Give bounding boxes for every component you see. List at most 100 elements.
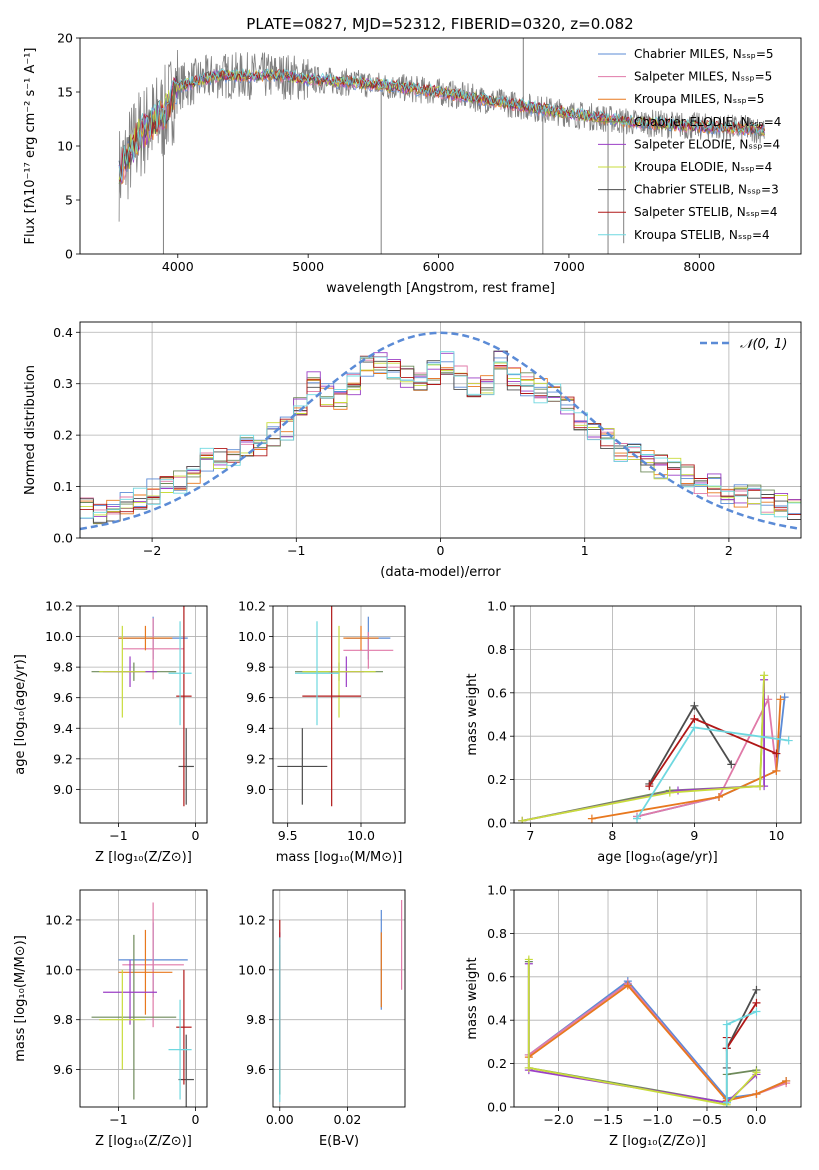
x-tick-label: 0 [191,1112,199,1127]
y-tick-label: 1.0 [487,883,507,898]
mass-weight-marker [633,814,641,823]
y-tick-label: 10.0 [238,629,266,644]
y-tick-label: 10.0 [238,962,266,977]
mass-weight-line-4 [522,675,765,822]
x-tick-label: 0.00 [266,1112,294,1127]
y-tick-label: 10.2 [45,912,73,927]
massweight-vs-age-panel: 7 8 9 10 0.0 0.2 0.4 0.6 0.8 1.0 age [log₁₀(age/yr… [465,599,802,865]
x-tick-label: −0.5 [692,1112,722,1127]
model-spectrum-7 [118,69,765,177]
plot-area [118,38,765,254]
x-tick-label: 0.02 [334,1112,362,1127]
mass-weight-marker [722,1098,731,1107]
mass-weight-marker [752,1089,761,1098]
plot-frame [513,605,802,824]
residuals-panel: −2 −1 0 1 2 0.0 0.1 0.2 0.3 0.4 (data-model)/error… [23,321,802,580]
x-tick-label: 7 [526,828,534,843]
x-tick-label: −1.5 [593,1112,623,1127]
x-axis-label: age [log₁₀(age/yr)] [597,850,718,865]
x-axis-label: E(B-V) [319,1134,359,1149]
y-tick-label: 0.4 [487,1013,507,1028]
mass-weight-marker [524,955,533,964]
mass-weight-line-5 [522,679,765,822]
x-tick-label: −1.0 [642,1112,672,1127]
x-tick-label: −1 [287,543,305,558]
y-axis-label: mass weight [465,957,480,1039]
y-tick-label: 10.0 [45,962,73,977]
x-tick-label: 1 [581,543,589,558]
age-vs-mass-panel: 9.5 10.0 9.0 9.2 9.4 9.6 9.8 10.0 10.2 mass [log₁… [238,599,406,865]
mass-weight-line-6 [527,959,758,1106]
plot-area [91,902,194,1107]
x-axis-label: Z [log₁₀(Z/Z⊙)] [609,1134,706,1149]
y-tick-label: 0.4 [53,325,73,340]
x-tick-label: 6000 [423,259,455,274]
mass-weight-marker [690,701,699,710]
y-tick-label: 0.2 [53,428,73,443]
y-tick-label: 0.6 [487,969,507,984]
y-tick-label: 0.6 [487,685,507,700]
mass-weight-marker [518,816,527,823]
y-tick-label: 9.6 [246,1062,266,1077]
x-tick-label: 10 [768,828,784,843]
mass-weight-line-6 [522,675,765,822]
y-tick-label: 0.8 [487,926,507,941]
mass-weight-line-3 [591,699,782,820]
plot-frame [272,889,406,1108]
x-tick-label: 0 [191,828,199,843]
x-tick-label: 8000 [683,259,715,274]
mass-vs-Z-panel: −1 0 9.6 9.8 10.0 10.2 Z [log₁₀(Z/Z⊙)] mass [lo… [13,889,208,1149]
x-tick-label: 0.0 [747,1112,767,1127]
y-tick-label: 9.4 [246,721,266,736]
mass-weight-marker [764,695,773,704]
model-spectrum-9 [118,68,765,181]
y-tick-label: 20 [57,31,73,46]
x-axis-label: wavelength [Angstrom, rest frame] [326,281,555,296]
x-tick-label: 7000 [553,259,585,274]
y-tick-label: 0.0 [53,531,73,546]
y-tick-label: 0.2 [487,1056,507,1071]
residuals-legend: 𝒩(0, 1) [700,337,787,352]
legend-entry: 𝒩(0, 1) [740,337,787,352]
spectrum-panel: 4000 5000 6000 7000 8000 0 5 10 15 20 wavelength [… [23,31,802,296]
legend-entry: Kroupa STELIB, Nₛₛₚ=4 [634,228,770,242]
y-tick-label: 5 [65,193,73,208]
x-tick-label: 5000 [292,259,324,274]
x-tick-label: 8 [608,828,616,843]
y-tick-label: 0.0 [487,816,507,831]
mass-weight-marker [722,1020,731,1029]
y-tick-label: 9.8 [246,1012,266,1027]
y-axis-label: mass [log₁₀(M/M⊙)] [13,935,28,1062]
y-tick-label: 9.6 [53,1062,73,1077]
y-tick-label: 0.2 [487,772,507,787]
age-vs-Z-panel: −1 0 9.0 9.2 9.4 9.6 9.8 10.0 10.2 Z [log₁₀(Z/Z⊙)… [13,599,208,865]
plot-area [277,606,394,807]
plot-frame [79,889,208,1108]
y-tick-label: 0.1 [53,479,73,494]
mass-weight-line-7 [725,989,758,1068]
mass-weight-marker [760,671,769,680]
y-axis-label: mass weight [465,673,480,755]
mass-weight-line-2 [636,696,778,818]
y-tick-label: 9.2 [246,751,266,766]
y-axis-label: age [log₁₀(age/yr)] [13,654,28,775]
plot-area [91,606,194,807]
x-tick-label: 10.0 [347,828,375,843]
mass-weight-marker [690,714,699,723]
mass-weight-marker [780,693,789,702]
mass-weight-marker [524,1063,533,1072]
x-tick-label: −1 [109,828,127,843]
gaussian-curve [80,331,801,531]
x-tick-label: 9 [690,828,698,843]
mass-weight-marker [784,736,793,745]
mass-weight-marker [772,749,781,758]
y-tick-label: 10.2 [45,599,73,614]
spectrum-legend: Chabrier MILES, Nₛₛₚ=5 Salpeter MILES, Nₛ… [598,47,781,242]
y-tick-label: 10.2 [238,912,266,927]
x-tick-label: −2 [143,543,161,558]
y-tick-label: 9.8 [53,1012,73,1027]
y-tick-label: 0.8 [487,642,507,657]
observed-spectrum [118,49,765,222]
y-tick-label: 9.4 [53,721,73,736]
